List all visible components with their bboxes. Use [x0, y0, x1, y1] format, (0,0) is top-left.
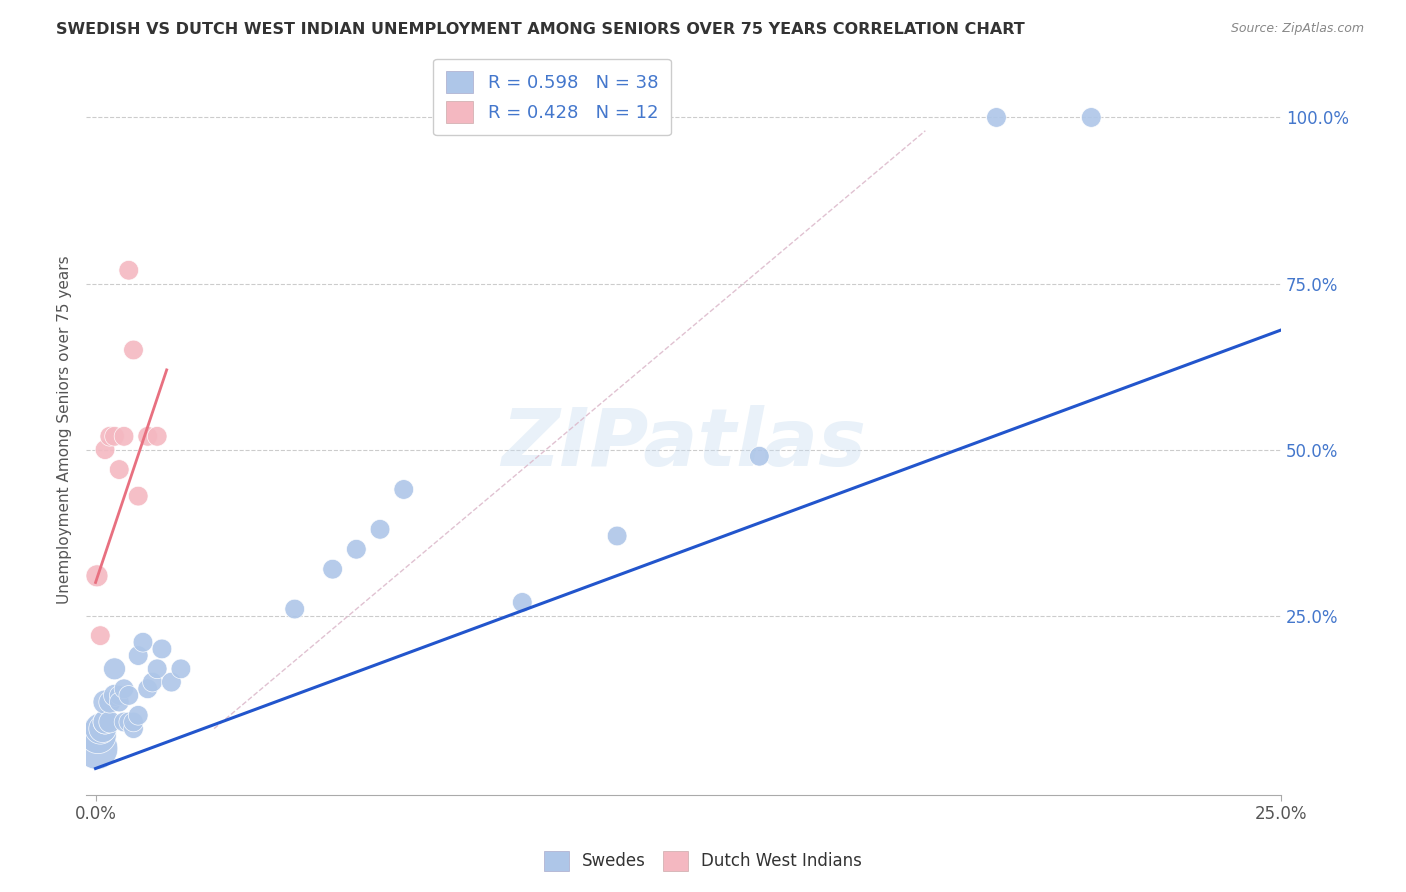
- Point: [112, 714, 135, 729]
- Point: [141, 675, 163, 690]
- Point: [94, 714, 117, 729]
- Text: Source: ZipAtlas.com: Source: ZipAtlas.com: [1230, 22, 1364, 36]
- Point: [368, 522, 391, 536]
- Point: [122, 343, 145, 357]
- Point: [94, 714, 117, 729]
- Point: [146, 662, 169, 676]
- Point: [392, 483, 415, 497]
- Point: [98, 695, 121, 709]
- Point: [1080, 111, 1102, 125]
- Point: [146, 429, 169, 443]
- Point: [150, 641, 173, 656]
- Point: [122, 722, 145, 736]
- Point: [87, 728, 110, 742]
- Point: [108, 695, 131, 709]
- Point: [103, 662, 125, 676]
- Text: ZIPatlas: ZIPatlas: [501, 405, 866, 483]
- Legend: R = 0.598   N = 38, R = 0.428   N = 12: R = 0.598 N = 38, R = 0.428 N = 12: [433, 59, 671, 136]
- Point: [94, 695, 117, 709]
- Point: [118, 714, 141, 729]
- Point: [94, 442, 117, 457]
- Point: [344, 542, 367, 557]
- Point: [127, 648, 149, 663]
- Point: [136, 429, 159, 443]
- Point: [108, 462, 131, 476]
- Point: [103, 429, 125, 443]
- Point: [91, 722, 114, 736]
- Point: [136, 681, 159, 696]
- Point: [98, 714, 121, 729]
- Point: [127, 489, 149, 503]
- Point: [112, 681, 135, 696]
- Point: [127, 708, 149, 723]
- Point: [89, 629, 111, 643]
- Point: [89, 722, 111, 736]
- Point: [132, 635, 155, 649]
- Point: [112, 429, 135, 443]
- Point: [86, 741, 108, 756]
- Legend: Swedes, Dutch West Indians: Swedes, Dutch West Indians: [536, 842, 870, 880]
- Point: [170, 662, 193, 676]
- Point: [103, 689, 125, 703]
- Point: [284, 602, 307, 616]
- Point: [108, 689, 131, 703]
- Point: [118, 263, 141, 277]
- Point: [98, 429, 121, 443]
- Point: [510, 595, 533, 609]
- Text: SWEDISH VS DUTCH WEST INDIAN UNEMPLOYMENT AMONG SENIORS OVER 75 YEARS CORRELATIO: SWEDISH VS DUTCH WEST INDIAN UNEMPLOYMEN…: [56, 22, 1025, 37]
- Point: [86, 569, 108, 583]
- Point: [322, 562, 344, 576]
- Point: [748, 450, 770, 464]
- Point: [986, 111, 1008, 125]
- Y-axis label: Unemployment Among Seniors over 75 years: Unemployment Among Seniors over 75 years: [58, 255, 72, 604]
- Point: [122, 714, 145, 729]
- Point: [160, 675, 183, 690]
- Point: [606, 529, 628, 543]
- Point: [118, 689, 141, 703]
